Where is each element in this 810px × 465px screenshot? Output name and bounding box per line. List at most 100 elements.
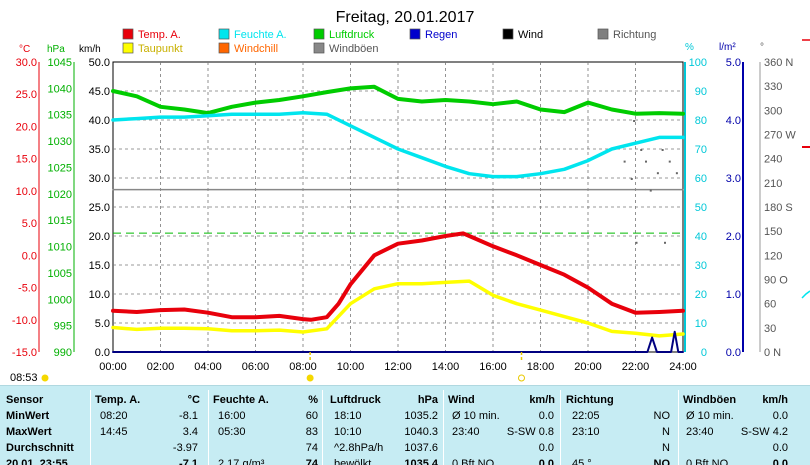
tick-label-time: 18:00 <box>527 361 555 373</box>
tick-label-temp: 10.0 <box>16 186 37 198</box>
legend-label: Feuchte A. <box>234 29 287 41</box>
tick-label-pressure: 1040 <box>48 83 72 95</box>
stats-temp-value: 3.4 <box>182 426 198 438</box>
stats-wind-value: S-SW 0.8 <box>506 426 554 438</box>
tick-label-time: 10:00 <box>337 361 365 373</box>
tick-label-wind: 25.0 <box>89 202 110 214</box>
series-line <box>111 231 685 322</box>
tick-label-time: 12:00 <box>384 361 412 373</box>
direction-dot <box>675 172 678 175</box>
stats-direction-time: 23:10 <box>572 426 600 438</box>
tick-label-wind: 0.0 <box>95 347 110 359</box>
stats-gusts-value: 0.0 <box>772 410 788 422</box>
tick-label-direction: 180 S <box>764 202 793 214</box>
tick-label-humidity: 0 <box>701 347 707 359</box>
legend-item: Luftdruck <box>313 28 375 41</box>
stats-header-pressure: Luftdruck <box>330 394 381 406</box>
tick-label-direction: 150 <box>764 226 782 238</box>
tick-label-wind: 30.0 <box>89 173 110 185</box>
series-line <box>111 279 685 338</box>
stats-gusts-time: Ø 10 min. <box>686 410 734 422</box>
stats-pressure-value: 1040.3 <box>404 426 438 438</box>
weather-chart: Freitag, 20.01.2017 Temp. A. Feuchte A. Luf… <box>10 9 810 384</box>
tick-label-direction: 210 <box>764 178 782 190</box>
tick-label-rain: 3.0 <box>726 173 741 185</box>
tick-label-humidity: 30 <box>695 260 707 272</box>
stats-direction-value: N <box>662 442 670 454</box>
tick-label-temp: -10.0 <box>12 315 37 327</box>
legend-label: Windböen <box>329 43 379 55</box>
tick-label-time: 14:00 <box>432 361 460 373</box>
stats-row-label: MaxWert <box>6 426 52 438</box>
tick-label-wind: 10.0 <box>89 289 110 301</box>
axis-unit-humidity: % <box>685 42 694 53</box>
column-separator <box>443 390 444 465</box>
direction-dots <box>623 120 678 244</box>
legend-swatch <box>122 42 134 54</box>
legend-item: Richtung <box>597 28 656 41</box>
tick-label-time: 08:00 <box>289 361 317 373</box>
stats-header-gusts-unit: km/h <box>762 394 788 406</box>
stats-wind-time: Ø 10 min. <box>452 410 500 422</box>
tick-label-rain: 5.0 <box>726 57 741 69</box>
tick-label-humidity: 50 <box>695 202 707 214</box>
time-marker-label: 08:53 <box>10 372 38 384</box>
tick-label-time: 16:00 <box>479 361 507 373</box>
direction-dot <box>630 178 633 180</box>
stats-table: Sensor Temp. A. °C Feuchte A.% Luftdruck hPa W… <box>0 385 810 465</box>
tick-label-direction: 360 N <box>764 57 793 69</box>
legend-label: Temp. A. <box>138 29 181 41</box>
stats-pressure-time: bewölkt <box>334 458 372 465</box>
legend-label: Wind <box>518 29 543 41</box>
tick-label-direction: 60 <box>764 299 776 311</box>
stats-humidity-time: 16:00 <box>218 410 246 422</box>
stats-header-wind-unit: km/h <box>529 394 555 406</box>
stats-header-temp-unit: °C <box>187 394 200 406</box>
stats-direction-value: NO <box>653 458 671 465</box>
tick-label-rain: 1.0 <box>726 289 741 301</box>
tick-label-pressure: 1020 <box>48 189 72 201</box>
tick-label-direction: 240 <box>764 154 782 166</box>
tick-label-direction: 330 <box>764 81 782 93</box>
tick-label-wind: 20.0 <box>89 231 110 243</box>
legend-item: Windböen <box>313 42 379 55</box>
stats-header-pressure-unit: hPa <box>417 394 438 406</box>
axis-unit-temp: °C <box>19 44 30 55</box>
stats-humidity-value: 74 <box>305 458 318 465</box>
stats-pressure-time: 18:10 <box>334 410 362 422</box>
stats-temp-time: 14:45 <box>100 426 128 438</box>
tick-label-humidity: 10 <box>695 318 707 330</box>
legend-swatch <box>218 42 230 54</box>
tick-label-time: 00:00 <box>99 361 127 373</box>
stats-temp-value: -7.1 <box>179 458 198 465</box>
tick-label-humidity: 20 <box>695 289 707 301</box>
stats-header-sensor: Sensor <box>6 394 44 406</box>
tick-label-direction: 300 <box>764 105 782 117</box>
tick-label-wind: 35.0 <box>89 144 110 156</box>
stats-header-direction: Richtung <box>566 394 614 406</box>
tick-label-wind: 5.0 <box>95 318 110 330</box>
stats-wind-value: 0.0 <box>538 410 554 422</box>
tick-label-temp: 20.0 <box>16 121 37 133</box>
legend-swatch <box>313 28 325 40</box>
stats-pressure-value: 1035.2 <box>404 410 438 422</box>
tick-label-time: 24:00 <box>669 361 697 373</box>
direction-dot <box>633 120 636 122</box>
tick-label-time: 02:00 <box>147 361 175 373</box>
stats-header-humidity: Feuchte A. <box>213 394 269 406</box>
legend-label: Luftdruck <box>329 29 375 41</box>
axis-unit-pressure: hPa <box>47 44 65 55</box>
tick-label-pressure: 990 <box>54 347 72 359</box>
stats-temp-value: -3.97 <box>172 442 198 454</box>
tick-label-direction: 30 <box>764 323 776 335</box>
legend-swatch <box>313 42 325 54</box>
column-separator <box>90 390 91 465</box>
stats-pressure-time: ^2.8hPa/h <box>334 442 384 454</box>
stats-humidity-time: 05:30 <box>218 426 246 438</box>
tick-label-rain: 0.0 <box>726 347 741 359</box>
stats-header-temp: Temp. A. <box>95 394 141 406</box>
stats-header-humidity-unit: % <box>308 394 318 406</box>
direction-dot <box>649 189 652 192</box>
legend-item: Feuchte A. <box>218 28 287 41</box>
